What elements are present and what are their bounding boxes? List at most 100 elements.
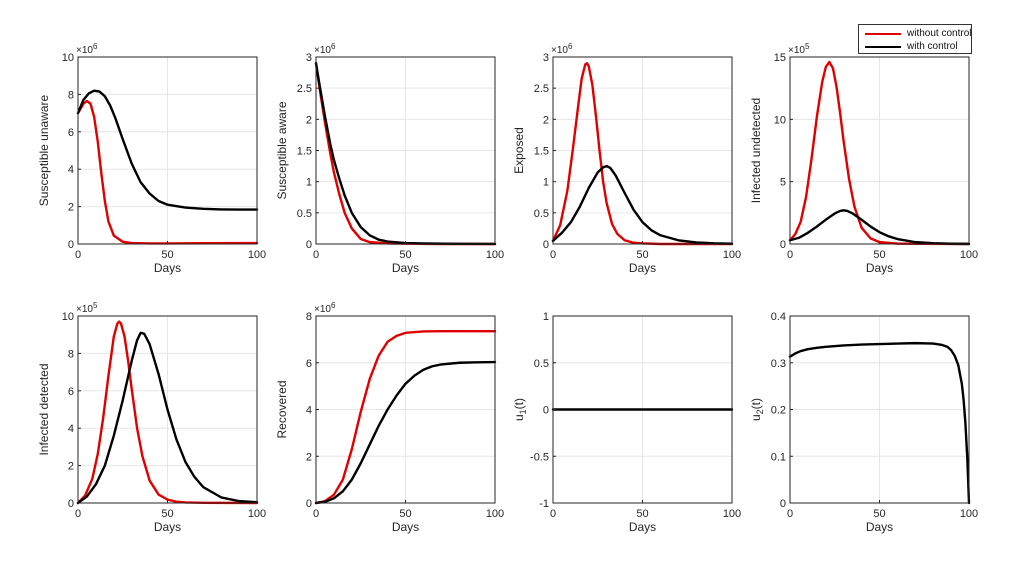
axis-exponent: 5 [93,301,98,310]
y-tick-label: 0 [68,239,74,251]
axis-exponent: 6 [331,301,336,310]
x-axis-label: Days [154,261,181,275]
y-tick-label: 0 [780,498,786,510]
series-line-without-control [788,60,971,246]
y-axis-label: Infected detected [37,363,51,455]
axis-multiplier: ×106 [314,301,336,315]
y-tick-label: 10 [62,311,74,323]
y-tick-label: 2 [68,202,74,214]
x-tick-label: 100 [248,508,266,520]
series-line-without-control [76,320,259,505]
x-tick-label: 0 [787,508,793,520]
x-tick-label: 100 [960,249,978,261]
y-tick-label: 4 [68,423,74,435]
x-tick-label: 0 [787,249,793,261]
y-tick-label: 0.4 [771,311,786,323]
x-tick-label: 50 [636,508,648,520]
y-tick-label: 15 [774,52,786,64]
legend: without control with control [858,24,972,54]
x-tick-label: 0 [313,508,319,520]
y-tick-label: 0.5 [297,208,312,220]
x-tick-label: 50 [161,508,173,520]
y-axis-label: Recovered [275,380,289,438]
subplot-4: 0 50 100 0 5 10 15×105 Days Infected undetected [749,42,978,275]
axis-exponent: 6 [93,42,98,51]
y-axis-label-subscript: 1 [518,409,528,414]
y-tick-label: 2 [543,114,549,126]
y-axis-label-suffix: (t) [512,398,526,409]
x-tick-label: 100 [248,249,266,261]
y-tick-label: 10 [62,52,74,64]
x-tick-label: 100 [723,508,741,520]
y-axis-label: Susceptible unaware [37,94,51,206]
subplot-6: 0 50 100 0 2 4 6 8×106 Days Recovered [275,301,504,534]
y-tick-label: 1 [306,177,312,189]
y-tick-label: 0 [68,498,74,510]
y-axis-label: u1(t) [512,398,528,421]
subplot-2: 0 50 100 0 0.5 1 1.5 2 2.5 3×106 Days Susceptible a… [275,42,504,275]
x-tick-label: 100 [486,508,504,520]
subplot-1: 0 50 100 0 2 4 6 8 10×106 Days Susceptible unaware [37,42,266,275]
series-line-with-control [314,62,497,246]
axis-exponent: 6 [331,42,336,51]
x-tick-label: 100 [723,249,741,261]
y-tick-label: 0.5 [534,208,549,220]
legend-entry-with-control: with control [865,40,958,53]
x-tick-label: 0 [550,508,556,520]
y-axis-label: Exposed [512,127,526,174]
y-tick-label: -0.5 [530,451,549,463]
x-axis-label: Days [154,520,181,534]
y-tick-label: 6 [68,127,74,139]
series-line-with-control [788,341,971,505]
y-tick-label: 5 [780,177,786,189]
series-line-without-control [551,62,734,246]
x-tick-label: 100 [486,249,504,261]
y-tick-label: 2 [306,114,312,126]
x-tick-label: 50 [873,508,885,520]
y-tick-label: -1 [539,498,549,510]
legend-entry-without-control: without control [865,27,971,40]
x-axis-label: Days [392,520,419,534]
y-tick-label: 8 [306,311,312,323]
subplot-7: 0 50 100 -1 -0.5 0 0.5 1 Days u1(t) [512,311,741,534]
y-tick-label: 0.2 [771,405,786,417]
y-tick-label: 8 [68,89,74,101]
x-tick-label: 50 [636,249,648,261]
y-tick-label: 0 [780,239,786,251]
y-tick-label: 4 [306,405,312,417]
x-axis-label: Days [866,261,893,275]
y-axis-label: Infected undetected [749,98,763,203]
x-tick-label: 0 [75,508,81,520]
y-tick-label: 8 [68,348,74,360]
x-axis-label: Days [629,261,656,275]
x-tick-label: 0 [313,249,319,261]
y-axis-label-subscript: 2 [755,409,765,414]
y-tick-label: 2.5 [534,83,549,95]
y-tick-label: 1.5 [297,146,312,158]
y-tick-label: 6 [68,386,74,398]
axis-multiplier: ×106 [551,42,573,56]
axis-multiplier: ×106 [76,42,98,56]
y-tick-label: 0 [543,405,549,417]
x-axis-label: Days [629,520,656,534]
subplot-3: 0 50 100 0 0.5 1 1.5 2 2.5 3×106 Days Exposed [512,42,741,275]
y-tick-label: 2.5 [297,83,312,95]
y-tick-label: 0.1 [771,451,786,463]
axis-multiplier: ×106 [314,42,336,56]
y-tick-label: 10 [774,114,786,126]
y-tick-label: 3 [306,52,312,64]
series-line-without-control [76,99,259,245]
x-axis-label: Days [392,261,419,275]
legend-label: with control [907,41,958,52]
series-line-with-control [551,164,734,245]
legend-line-black [865,45,901,48]
y-tick-label: 2 [68,461,74,473]
y-axis-label-suffix: (t) [749,398,763,409]
subplot-8: 0 50 100 0 0.1 0.2 0.3 0.4 Days u2(t) [749,311,978,534]
series-line-with-control [314,360,497,505]
subplot-5: 0 50 100 0 2 4 6 8 10×105 Days Infected detected [37,301,266,534]
axis-exponent: 5 [805,42,810,51]
y-tick-label: 0 [306,498,312,510]
y-axis-label: u2(t) [749,398,765,421]
